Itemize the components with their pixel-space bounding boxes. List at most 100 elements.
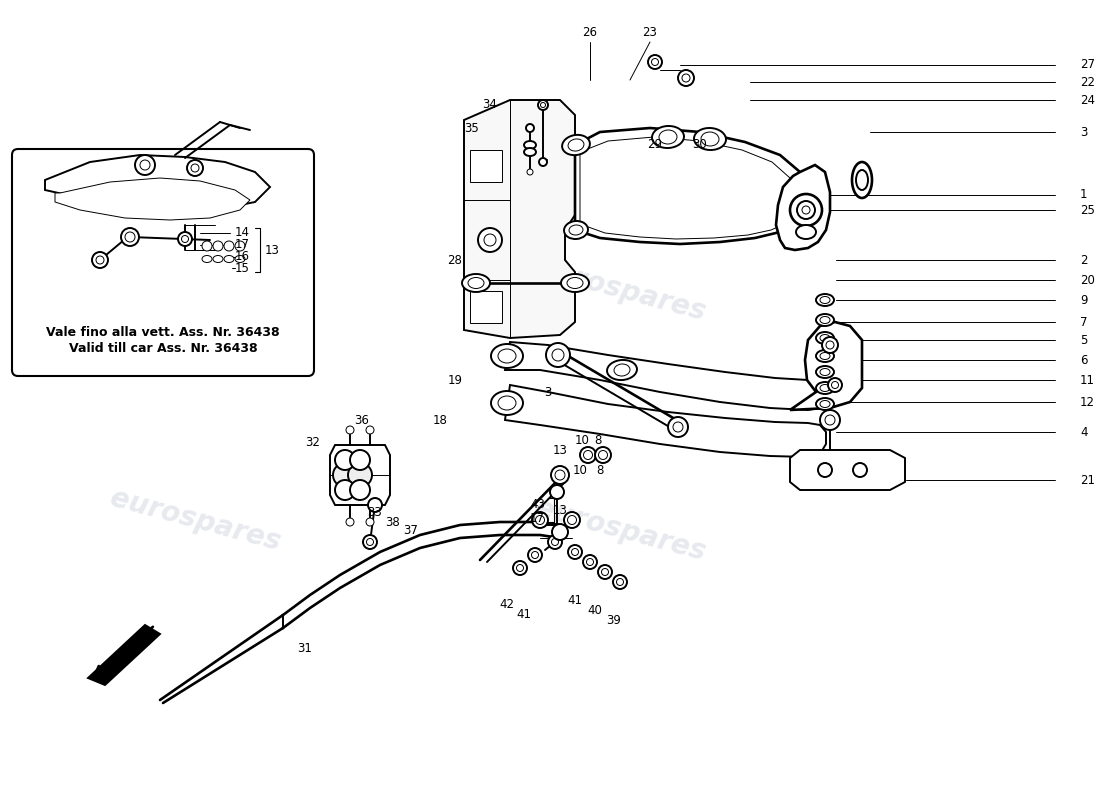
Circle shape xyxy=(820,410,840,430)
Text: 13: 13 xyxy=(552,443,568,457)
Circle shape xyxy=(673,422,683,432)
Circle shape xyxy=(368,498,382,512)
Circle shape xyxy=(513,561,527,575)
Ellipse shape xyxy=(562,135,590,155)
Text: Valid till car Ass. Nr. 36438: Valid till car Ass. Nr. 36438 xyxy=(68,342,257,354)
Circle shape xyxy=(125,232,135,242)
Text: Vale fino alla vett. Ass. Nr. 36438: Vale fino alla vett. Ass. Nr. 36438 xyxy=(46,326,279,338)
Text: 2: 2 xyxy=(1080,254,1088,266)
Circle shape xyxy=(552,524,568,540)
Ellipse shape xyxy=(694,128,726,150)
Text: 9: 9 xyxy=(1080,294,1088,306)
Text: 24: 24 xyxy=(1080,94,1094,106)
Circle shape xyxy=(602,569,608,575)
Ellipse shape xyxy=(852,162,872,198)
Circle shape xyxy=(548,535,562,549)
Circle shape xyxy=(191,164,199,172)
Ellipse shape xyxy=(564,221,589,239)
Text: 8: 8 xyxy=(596,463,604,477)
Circle shape xyxy=(202,241,212,251)
Circle shape xyxy=(551,538,559,546)
Text: 11: 11 xyxy=(1080,374,1094,386)
Text: 27: 27 xyxy=(1080,58,1094,71)
Circle shape xyxy=(235,241,245,251)
Circle shape xyxy=(350,480,370,500)
Polygon shape xyxy=(88,625,160,685)
Text: 43: 43 xyxy=(530,498,544,510)
Ellipse shape xyxy=(561,274,588,292)
Text: 28: 28 xyxy=(448,254,462,266)
Circle shape xyxy=(182,235,188,242)
Circle shape xyxy=(532,512,548,528)
Text: 13: 13 xyxy=(265,243,279,257)
Circle shape xyxy=(333,463,358,487)
Circle shape xyxy=(552,349,564,361)
Ellipse shape xyxy=(491,391,522,415)
Text: 35: 35 xyxy=(464,122,480,134)
Polygon shape xyxy=(776,165,830,250)
Circle shape xyxy=(832,382,838,389)
Text: 41: 41 xyxy=(568,594,583,606)
Text: 16: 16 xyxy=(235,250,250,263)
Circle shape xyxy=(598,450,607,459)
Ellipse shape xyxy=(524,148,536,156)
Ellipse shape xyxy=(820,297,830,303)
Ellipse shape xyxy=(569,225,583,235)
Ellipse shape xyxy=(224,255,234,262)
Polygon shape xyxy=(790,450,905,490)
Ellipse shape xyxy=(816,294,834,306)
Text: 3: 3 xyxy=(544,386,552,398)
Circle shape xyxy=(540,102,546,107)
Ellipse shape xyxy=(235,255,245,262)
Text: 1: 1 xyxy=(1080,189,1088,202)
Circle shape xyxy=(651,58,659,66)
Ellipse shape xyxy=(498,396,516,410)
Circle shape xyxy=(616,578,624,586)
Circle shape xyxy=(140,160,150,170)
Circle shape xyxy=(478,228,502,252)
Text: 23: 23 xyxy=(642,26,658,38)
Ellipse shape xyxy=(816,314,834,326)
Polygon shape xyxy=(575,128,808,244)
Circle shape xyxy=(546,343,570,367)
Text: 17: 17 xyxy=(235,238,250,251)
Circle shape xyxy=(336,480,355,500)
Circle shape xyxy=(526,124,534,132)
Text: 21: 21 xyxy=(1080,474,1094,486)
Text: 22: 22 xyxy=(1080,75,1094,89)
Polygon shape xyxy=(330,445,390,505)
Text: 4: 4 xyxy=(1080,426,1088,438)
Ellipse shape xyxy=(816,350,834,362)
Circle shape xyxy=(550,485,564,499)
Circle shape xyxy=(595,447,610,463)
Circle shape xyxy=(366,518,374,526)
Polygon shape xyxy=(464,100,575,338)
Circle shape xyxy=(802,206,810,214)
Circle shape xyxy=(798,201,815,219)
Circle shape xyxy=(528,548,542,562)
Text: 25: 25 xyxy=(1080,203,1094,217)
Text: 34: 34 xyxy=(483,98,497,111)
Circle shape xyxy=(178,232,192,246)
Ellipse shape xyxy=(202,255,212,262)
Text: 32: 32 xyxy=(306,435,320,449)
Circle shape xyxy=(517,565,524,571)
Circle shape xyxy=(580,447,596,463)
Circle shape xyxy=(366,538,374,546)
Ellipse shape xyxy=(820,385,830,391)
Circle shape xyxy=(583,555,597,569)
Circle shape xyxy=(484,234,496,246)
Text: 38: 38 xyxy=(386,515,400,529)
Circle shape xyxy=(818,463,832,477)
Ellipse shape xyxy=(816,382,834,394)
Text: 3: 3 xyxy=(1080,126,1088,138)
Ellipse shape xyxy=(816,366,834,378)
Text: 13: 13 xyxy=(552,503,568,517)
Polygon shape xyxy=(505,385,826,457)
Circle shape xyxy=(648,55,662,69)
Circle shape xyxy=(213,241,223,251)
Text: 5: 5 xyxy=(1080,334,1088,346)
Circle shape xyxy=(790,194,822,226)
Circle shape xyxy=(568,515,576,525)
Circle shape xyxy=(551,466,569,484)
